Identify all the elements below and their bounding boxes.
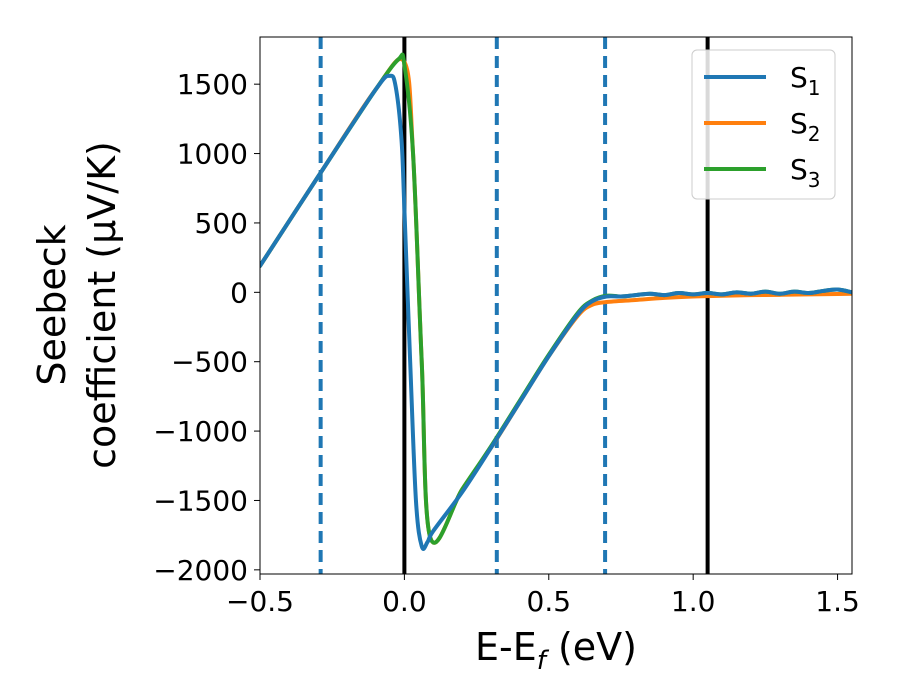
- y-axis-title-line1: Seebeck: [30, 224, 74, 385]
- y-axis-ticks: 1500 1000 500 0 −500 −1000 −1500 −2000: [153, 68, 260, 587]
- y-tick-label: 1500: [177, 68, 248, 101]
- y-tick-label: −1000: [153, 415, 248, 448]
- plot-frame: [259, 36, 853, 575]
- x-tick-label: 0.0: [382, 585, 427, 618]
- y-axis-title: Seebeck coefficient (μV/K): [30, 141, 124, 469]
- y-tick-label: 0: [230, 276, 248, 309]
- x-axis-ticks: −0.5 0.0 0.5 1.0 1.5: [226, 574, 860, 618]
- y-tick-label: 500: [195, 207, 248, 240]
- series-line-s1: [260, 73, 852, 551]
- x-tick-label: −0.5: [226, 585, 294, 618]
- x-axis-title-unit: (eV): [546, 625, 637, 669]
- y-tick-label: −1500: [153, 484, 248, 517]
- x-tick-label: 0.5: [527, 585, 572, 618]
- y-axis-title-line2: coefficient (μV/K): [80, 141, 124, 469]
- legend: S1 S2 S3: [691, 49, 836, 200]
- legend-label-s3: S3: [790, 153, 821, 192]
- x-tick-label: 1.5: [815, 585, 860, 618]
- x-axis-title-main: E-E: [475, 625, 537, 669]
- series-lines: [260, 52, 852, 551]
- legend-label-s2: S2: [790, 107, 821, 146]
- x-axis-title: E-Ef (eV): [475, 625, 637, 676]
- x-tick-label: 1.0: [671, 585, 716, 618]
- y-tick-label: −2000: [153, 554, 248, 587]
- y-tick-label: 1000: [177, 138, 248, 171]
- y-tick-label: −500: [171, 346, 248, 379]
- legend-label-s1: S1: [790, 61, 821, 100]
